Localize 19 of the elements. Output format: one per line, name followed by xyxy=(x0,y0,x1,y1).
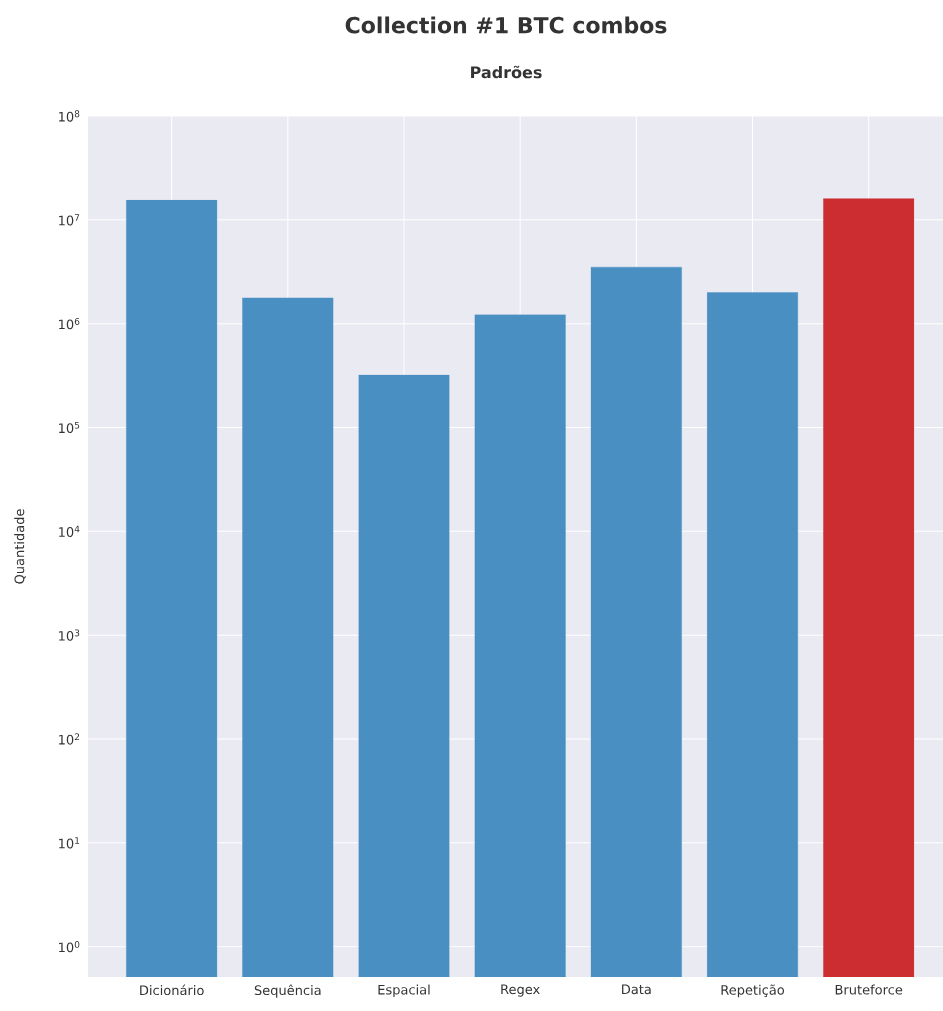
x-tick-label: Espacial xyxy=(378,984,430,998)
y-tick-label: 10$^{0}$ xyxy=(59,941,80,953)
x-tick-label: Sequência xyxy=(254,984,321,998)
y-tick-label: 10$^{4}$ xyxy=(59,525,80,537)
y-tick-label: 10$^{8}$ xyxy=(59,110,80,122)
chart-title: Collection #1 BTC combos xyxy=(345,16,667,34)
y-tick-label: 10$^{5}$ xyxy=(59,421,80,434)
y-tick-label: 10$^{2}$ xyxy=(59,733,80,745)
y-tick-label: 10$^{7}$ xyxy=(59,214,80,226)
x-tick-label: Regex xyxy=(501,984,540,997)
x-tick-label: Dicionário xyxy=(140,984,204,996)
x-tick-label: Repetição xyxy=(721,984,785,998)
y-tick-label: 10$^{3}$ xyxy=(59,629,80,641)
y-tick-label: 10$^{6}$ xyxy=(59,318,80,330)
y-axis-title: Quantidade xyxy=(14,509,26,584)
chart-subtitle: Padrões xyxy=(471,65,542,79)
x-tick-label: Bruteforce xyxy=(835,984,903,995)
x-tick-label: Data xyxy=(622,984,651,995)
y-tick-label: 10$^{1}$ xyxy=(59,837,80,849)
